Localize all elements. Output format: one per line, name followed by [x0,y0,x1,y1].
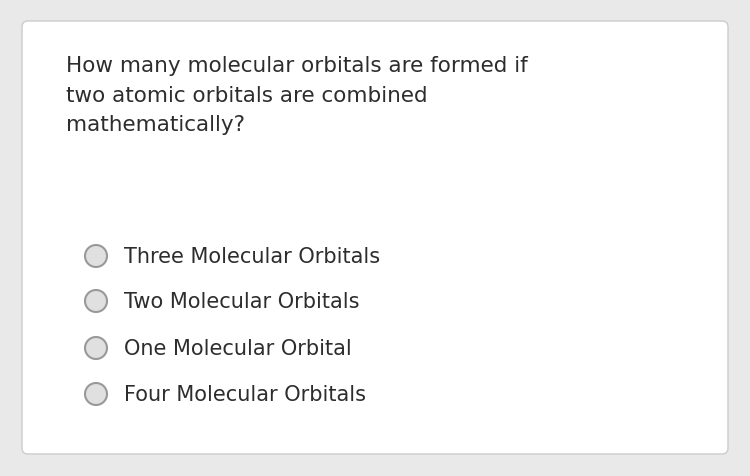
FancyBboxPatch shape [22,22,728,454]
Ellipse shape [85,337,107,359]
Ellipse shape [85,383,107,405]
Text: How many molecular orbitals are formed if
two atomic orbitals are combined
mathe: How many molecular orbitals are formed i… [66,56,528,135]
Ellipse shape [85,290,107,312]
Text: Two Molecular Orbitals: Two Molecular Orbitals [124,291,359,311]
Text: Four Molecular Orbitals: Four Molecular Orbitals [124,384,366,404]
Text: Three Molecular Orbitals: Three Molecular Orbitals [124,247,380,267]
Text: One Molecular Orbital: One Molecular Orbital [124,338,352,358]
Ellipse shape [85,246,107,268]
